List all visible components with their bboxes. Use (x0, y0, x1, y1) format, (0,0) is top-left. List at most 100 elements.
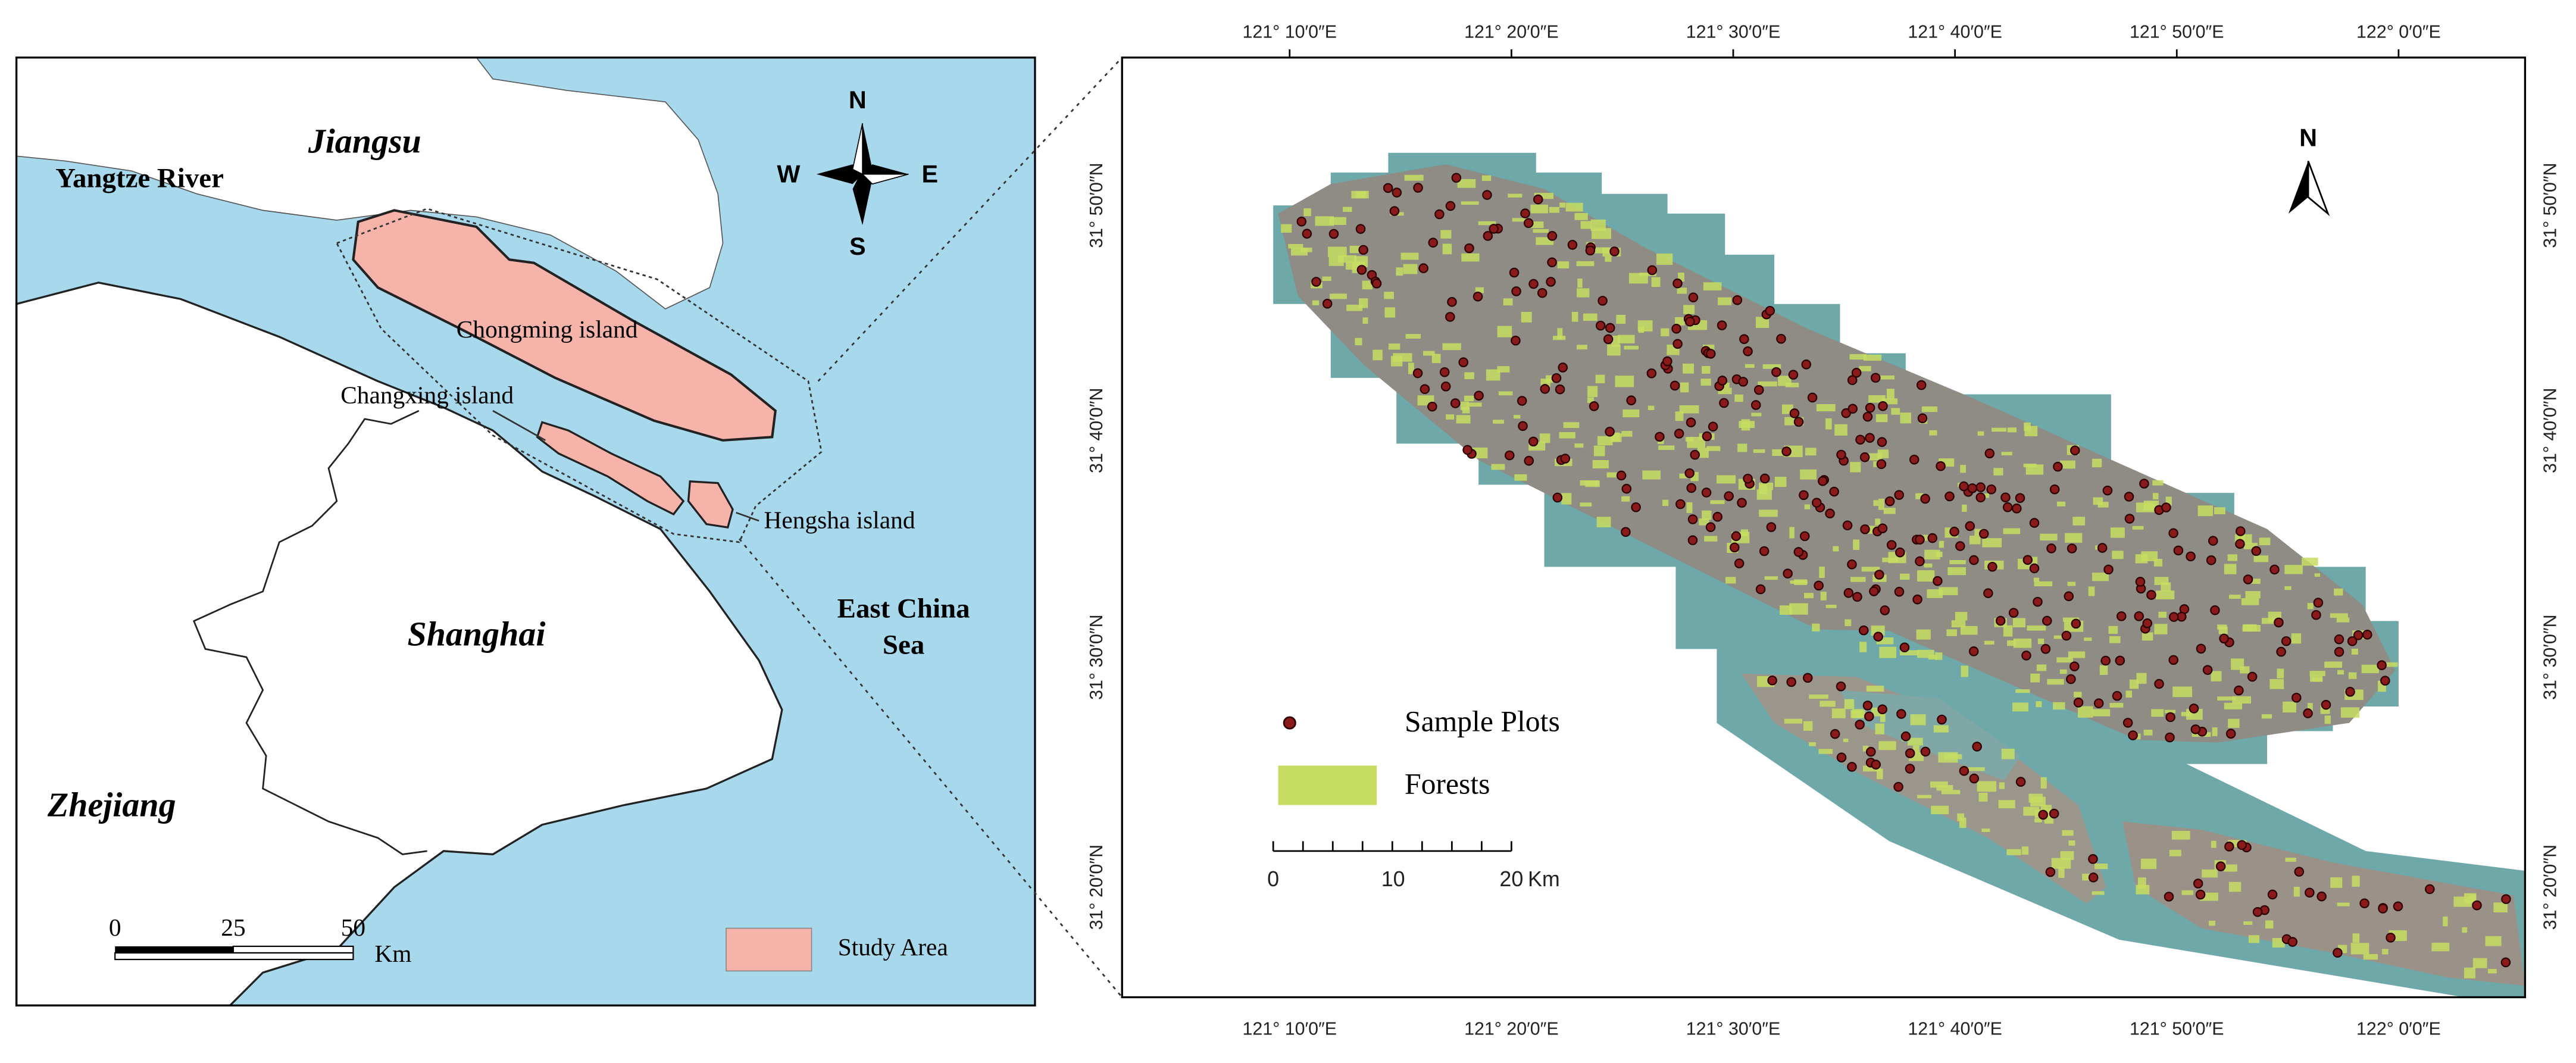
sample-plot (2154, 679, 2164, 689)
sample-plot (2049, 808, 2059, 819)
forest-patch (2099, 665, 2108, 675)
sample-plot (1895, 547, 1905, 558)
sample-plot (1540, 384, 1550, 394)
sample-plot (1836, 681, 1846, 692)
forest-patch (2132, 526, 2144, 530)
sample-plot (1322, 298, 1333, 309)
sample-plot (1886, 540, 1897, 550)
forest-patch (1805, 448, 1817, 456)
forest-patch (2382, 949, 2389, 955)
forest-patch (1595, 374, 1605, 383)
forest-patch (2068, 651, 2086, 658)
sample-plot (1894, 586, 1905, 597)
forest-patch (1820, 701, 1836, 707)
forest-patch (1936, 784, 1953, 791)
forest-patch (2307, 603, 2314, 609)
changxing-island (536, 421, 685, 516)
forest-patch (2291, 633, 2302, 644)
forest-patch (1647, 405, 1655, 410)
forest-patch (1497, 366, 1510, 373)
forest-patch (2030, 556, 2038, 565)
forest-patch (1819, 567, 1825, 578)
sample-plot (1915, 534, 1925, 545)
forest-patch (2023, 806, 2040, 816)
forest-patch (1686, 502, 1693, 513)
scale-label: 50 (341, 914, 365, 941)
forest-patch (1330, 293, 1347, 299)
sample-plot (2243, 574, 2253, 584)
sample-plot (2008, 608, 2019, 618)
forest-patch (1809, 694, 1828, 699)
forest-patch (1825, 605, 1837, 608)
forest-patch (1753, 449, 1765, 453)
sample-plot (1878, 401, 1888, 411)
forest-patch (1960, 465, 1966, 473)
forest-patch (1816, 404, 1836, 412)
forest-patch (1910, 714, 1926, 726)
sample-plot (1598, 296, 1608, 306)
forest-patch (2330, 877, 2343, 888)
forest-patch (1859, 365, 1871, 371)
forest-patch (1882, 398, 1898, 405)
forest-patch (1464, 372, 1474, 380)
forest-patch (1921, 406, 1938, 412)
forest-patch (1327, 246, 1347, 257)
forest-patch (1916, 629, 1931, 640)
forest-patch (2034, 581, 2053, 587)
forest-patch (1960, 626, 1978, 635)
forest-patch (2211, 671, 2222, 681)
sample-plot (1675, 499, 1686, 509)
sample-plot (2093, 698, 2104, 708)
forest-patch (1789, 527, 1795, 539)
forest-patch (1557, 328, 1563, 339)
forest-patch (2285, 858, 2296, 862)
sample-plot (1759, 546, 1770, 556)
forest-patch (1464, 395, 1474, 402)
forest-patch (1877, 768, 1883, 780)
sample-plot (1987, 561, 1997, 572)
forest-patch (2136, 884, 2150, 895)
sample-plot (1450, 398, 1461, 408)
scale-label: 0 (1267, 867, 1279, 891)
sample-plot (2116, 611, 2127, 621)
sample-plot (1753, 384, 1764, 395)
sample-plot (2097, 543, 2108, 553)
sample-plot (2000, 492, 2011, 503)
forest-patch (1784, 718, 1803, 724)
sample-plot (1920, 493, 1930, 504)
sample-plot (1855, 434, 1865, 445)
forest-patch (1508, 193, 1523, 198)
forest-patch (2060, 851, 2074, 860)
forest-patch (2088, 586, 2095, 596)
sample-plot (1860, 524, 1870, 534)
sample-plot (2386, 933, 2396, 943)
forest-patch (1863, 354, 1882, 361)
sample-plot (2029, 563, 2040, 574)
lon-label: 121° 10′0″E (1242, 1020, 1337, 1039)
forest-patch (2012, 702, 2028, 712)
sample-plot (2274, 617, 2284, 628)
sample-plot (1420, 384, 1430, 395)
forest-patch (1703, 282, 1722, 290)
forest-patch (1900, 412, 1911, 424)
sample-plot (1793, 417, 1804, 427)
forest-patch (1677, 287, 1687, 294)
forest-patch (2040, 777, 2047, 789)
sample-plot (1847, 559, 1857, 570)
forest-patch (2110, 527, 2125, 538)
forest-patch (2015, 689, 2030, 693)
sample-plot (1765, 305, 1775, 316)
sample-plot (1712, 512, 1723, 522)
forest-patch (2092, 573, 2109, 581)
forest-patch (2231, 658, 2244, 670)
sample-plot (1705, 522, 1716, 532)
sample-plot (2316, 891, 2327, 902)
forest-patch (1756, 489, 1772, 500)
forest-patch (1899, 650, 1920, 656)
sample-plot (1702, 431, 1712, 442)
sample-plot (1862, 701, 1873, 711)
forest-patch (1741, 419, 1750, 431)
sample-plot (2071, 618, 2081, 629)
forest-patch (1969, 536, 1981, 545)
sample-plot (2267, 889, 2278, 900)
